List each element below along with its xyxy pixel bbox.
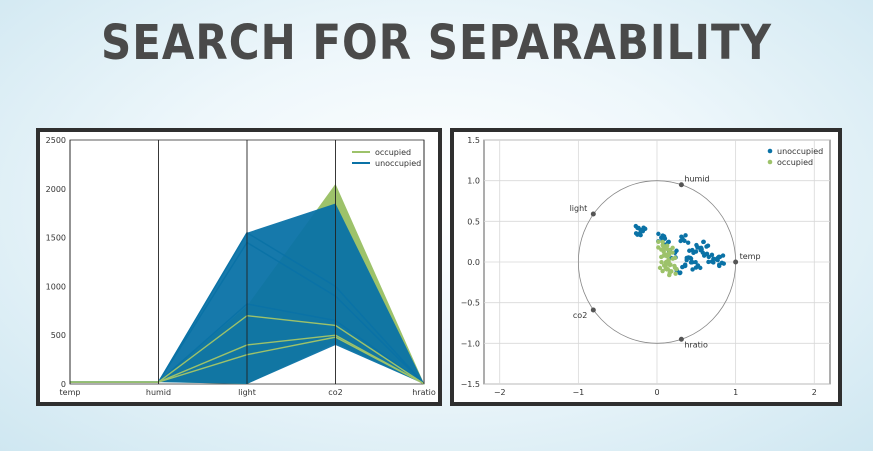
scatter-point-unoccupied [695,245,700,250]
scatter-point-occupied [662,246,668,251]
y-tick-label: 1.5 [467,136,480,145]
scatter-point-unoccupied [666,239,671,245]
scatter-point-unoccupied [682,263,688,269]
anchor-label: co2 [573,311,587,320]
scatter-point-occupied [660,239,665,245]
anchor-label: temp [740,252,761,261]
scatter-point-unoccupied [695,263,701,268]
scatter-point-unoccupied [635,225,640,231]
x-tick-label: 2 [812,388,817,397]
y-tick-label: 1.0 [467,177,480,186]
x-tick-label: 1 [733,388,738,397]
scatter-point-unoccupied [700,250,705,255]
y-tick-label: 0.5 [467,217,480,226]
anchor-point [590,307,596,313]
y-tick-label: 1500 [46,234,66,243]
scatter-point-unoccupied [717,263,722,269]
scatter-point-unoccupied [701,239,706,245]
scatter-point-unoccupied [659,235,664,240]
scatter-point-unoccupied [688,260,694,265]
scatter-point-unoccupied [656,231,661,237]
y-tick-label: −1.5 [461,380,480,389]
radviz-panel: −2 −1 0 1 2 1.5 1.0 0.5 0.0 −0.5 −1.0 −1.5 temp humid… [450,128,842,406]
anchor-point [733,259,739,265]
anchor-label: light [570,204,588,213]
scatter-point-occupied [660,268,665,274]
y-tick-label: 2000 [46,185,66,194]
scatter-point-occupied [670,245,675,250]
scatter-point-occupied [663,266,669,271]
scatter-point-unoccupied [704,251,710,256]
anchor-label: humid [684,175,709,184]
legend-label-occupied: occupied [375,148,411,157]
scatter-point-occupied [659,259,664,265]
x-tick-label: co2 [328,388,342,397]
scatter-point-unoccupied [709,252,715,258]
scatter-point-occupied [666,257,671,263]
scatter-point-unoccupied [690,247,695,253]
y-tick-label: 500 [51,331,66,340]
scatter-point-occupied [661,249,666,254]
scatter-point-unoccupied [678,270,683,275]
legend-label-occupied: occupied [777,158,813,167]
x-tick-label: humid [146,388,171,397]
anchor-point [678,336,684,342]
scatter-point-occupied [670,256,676,261]
scatter-point-unoccupied [690,267,695,272]
anchor-label: hratio [684,340,708,349]
y-tick-label: 0 [61,380,66,389]
scatter-point-unoccupied [662,236,668,241]
scatter-point-unoccupied [721,261,727,266]
scatter-point-occupied [670,250,675,255]
y-tick-label: 1000 [46,282,66,291]
scatter-point-occupied [657,265,663,271]
scatter-point-unoccupied [693,259,698,265]
parallel-coordinates-chart: 0 500 1000 1500 2000 2500 temp humid light co2 hra… [46,136,436,397]
x-tick-label: hratio [412,388,436,397]
x-tick-label: light [238,388,256,397]
parallel-coordinates-panel: 0 500 1000 1500 2000 2500 temp humid light co2 hra… [36,128,442,406]
scatter-point-occupied [667,270,672,276]
anchor-point [678,182,684,188]
radviz-chart: −2 −1 0 1 2 1.5 1.0 0.5 0.0 −0.5 −1.0 −1.5 temp humid… [461,136,831,397]
scatter-point-unoccupied [711,260,716,265]
scatter-point-unoccupied [717,254,723,260]
scatter-point-unoccupied [688,256,694,261]
scatter-point-unoccupied [635,232,640,237]
legend-swatch-unoccupied [767,148,773,154]
scatter-point-occupied [666,253,671,258]
legend-swatch-occupied [767,159,773,165]
legend-label-unoccupied: unoccupied [777,147,823,156]
scatter-point-unoccupied [706,259,711,265]
scatter-point-unoccupied [683,233,688,238]
scatter-point-unoccupied [638,232,643,238]
legend-label-unoccupied: unoccupied [375,159,421,168]
y-tick-label: −1.0 [461,339,480,348]
scatter-point-occupied [672,265,678,270]
scatter-point-unoccupied [685,240,691,245]
x-tick-label: temp [60,388,81,397]
x-tick-label: −2 [494,388,506,397]
slide-title: SEARCH FOR SEPARABILITY [100,14,773,71]
scatter-point-occupied [673,271,678,276]
scatter-point-unoccupied [679,234,684,239]
y-tick-label: 0.0 [467,258,480,267]
x-tick-label: 0 [654,388,659,397]
anchor-point [590,211,596,217]
y-tick-label: −0.5 [461,299,480,308]
scatter-point-unoccupied [684,257,689,263]
y-tick-label: 2500 [46,136,66,145]
scatter-point-occupied [656,239,661,245]
scatter-point-occupied [668,262,673,267]
x-tick-label: −1 [572,388,584,397]
scatter-point-unoccupied [640,228,646,234]
scatter-point-unoccupied [705,243,711,248]
